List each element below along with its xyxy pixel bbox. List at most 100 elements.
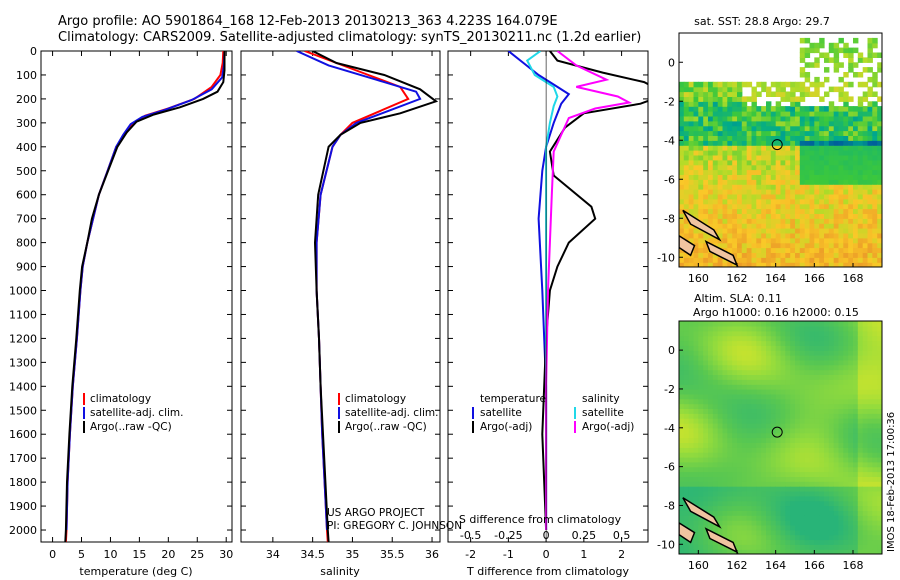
- map-cell: [746, 515, 753, 521]
- map-cell: [785, 539, 791, 545]
- map-cell: [712, 150, 719, 156]
- map-cell: [746, 198, 753, 205]
- map-cell: [819, 145, 825, 151]
- map-cell: [717, 193, 724, 200]
- map-cell: [862, 223, 869, 229]
- map-cell: [814, 111, 820, 117]
- map-cell: [819, 218, 825, 224]
- map-cell: [698, 91, 704, 97]
- map-cell: [833, 447, 840, 453]
- map-cell: [843, 524, 849, 531]
- map-cell: [819, 529, 825, 536]
- map-cell: [698, 432, 704, 439]
- map-cell: [795, 140, 801, 146]
- temperature-axes: 0 5 10 15 20 25 300100200300400500600700800900…: [9, 45, 233, 561]
- map-cell: [737, 393, 743, 400]
- map-cell: [853, 125, 859, 132]
- map-cell: [737, 544, 743, 550]
- x-tick-label: 0: [49, 548, 56, 561]
- map-cell: [799, 495, 806, 502]
- map-cell: [712, 203, 719, 210]
- map-cell: [872, 321, 878, 327]
- map-cell: [732, 325, 738, 332]
- map-x-tick-label: 164: [765, 559, 786, 572]
- map-cell: [867, 442, 873, 448]
- map-cell: [727, 432, 733, 439]
- map-cell: [751, 169, 757, 175]
- map-cell: [799, 203, 806, 210]
- map-cell: [809, 350, 815, 356]
- map-cell: [814, 169, 820, 175]
- map-cell: [804, 145, 811, 151]
- map-cell: [824, 340, 830, 346]
- map-cell: [862, 486, 869, 492]
- map-cell: [756, 213, 762, 219]
- map-cell: [683, 427, 690, 434]
- map-cell: [780, 86, 786, 93]
- map-cell: [683, 203, 690, 210]
- map-cell: [804, 452, 811, 458]
- map-cell: [857, 442, 864, 448]
- map-cell: [693, 495, 699, 502]
- map-cell: [698, 340, 704, 346]
- map-cell: [853, 330, 859, 337]
- map-cell: [775, 534, 782, 541]
- map-cell: [683, 325, 690, 332]
- map-cell: [848, 330, 854, 337]
- y-tick-label: 2000: [9, 524, 37, 537]
- map-cell: [775, 398, 782, 405]
- map-cell: [693, 345, 699, 351]
- map-cell: [785, 389, 791, 395]
- map-cell: [848, 408, 854, 414]
- map-cell: [809, 355, 815, 361]
- map-cell: [780, 232, 786, 239]
- map-cell: [741, 115, 748, 122]
- map-cell: [722, 86, 728, 93]
- map-cell: [761, 262, 767, 267]
- map-cell: [843, 515, 849, 521]
- map-cell: [756, 364, 762, 371]
- map-cell: [790, 452, 796, 458]
- map-cell: [770, 495, 777, 502]
- map-cell: [693, 208, 699, 214]
- map-cell: [688, 120, 695, 127]
- map-cell: [727, 96, 733, 102]
- map-cell: [867, 359, 873, 366]
- map-cell: [751, 471, 757, 477]
- map-cell: [819, 237, 825, 244]
- map-cell: [741, 321, 748, 327]
- map-cell: [857, 432, 864, 439]
- map-cell: [712, 169, 719, 175]
- map-cell: [814, 520, 820, 526]
- map-cell: [872, 432, 878, 439]
- map-cell: [741, 481, 748, 487]
- map-cell: [790, 393, 796, 400]
- map-cell: [785, 154, 791, 161]
- map-cell: [799, 150, 806, 156]
- map-cell: [780, 481, 786, 487]
- map-cell: [833, 403, 840, 409]
- map-cell: [780, 164, 786, 171]
- map-cell: [824, 408, 830, 414]
- map-cell: [679, 140, 685, 146]
- map-cell: [857, 257, 864, 263]
- map-cell: [799, 539, 806, 545]
- map-cell: [809, 534, 815, 541]
- map-cell: [770, 544, 777, 550]
- map-cell: [737, 247, 743, 253]
- map-cell: [688, 456, 695, 463]
- map-cell: [737, 471, 743, 477]
- x-tick-label: 36: [425, 548, 439, 561]
- map-cell: [756, 389, 762, 395]
- map-cell: [693, 237, 699, 244]
- map-cell: [708, 369, 714, 375]
- map-cell: [732, 247, 738, 253]
- map-cell: [741, 218, 748, 224]
- map-cell: [703, 232, 709, 239]
- map-cell: [828, 408, 835, 414]
- map-cell: [814, 335, 820, 342]
- map-cell: [843, 403, 849, 409]
- map-cell: [877, 447, 882, 453]
- map-cell: [698, 418, 704, 424]
